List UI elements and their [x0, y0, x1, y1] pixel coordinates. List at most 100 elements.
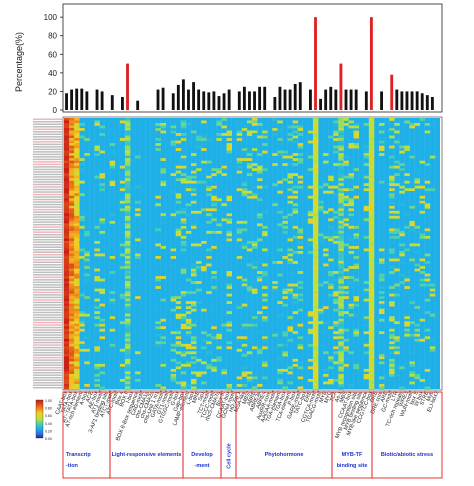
heatmap-cell	[74, 268, 80, 272]
heatmap-cell	[348, 208, 354, 212]
heatmap-cell	[99, 173, 105, 177]
heatmap-cell	[424, 298, 431, 302]
heatmap-cell	[323, 190, 329, 194]
colorbar-ticks: 1.000.800.600.400.200.00	[45, 399, 52, 441]
heatmap-cell	[69, 235, 75, 239]
heatmap-cell	[379, 353, 385, 357]
heatmap-cell	[389, 250, 395, 254]
heatmap-cell	[272, 153, 278, 156]
heatmap-cell	[368, 190, 375, 194]
row-label-mark	[33, 231, 62, 233]
heatmap-cell	[74, 361, 80, 365]
heatmap-cell	[170, 308, 177, 312]
heatmap-cell	[379, 291, 385, 294]
heatmap-cell	[394, 338, 400, 342]
heatmap-cell	[160, 215, 166, 219]
heatmap-cell	[333, 321, 339, 325]
heatmap-cell	[307, 328, 314, 332]
heatmap-cell	[409, 333, 415, 337]
heatmap-cell	[389, 293, 395, 297]
heatmap-cell	[180, 268, 187, 272]
heatmap-cell	[338, 256, 344, 259]
heatmap-cell	[312, 135, 319, 139]
heatmap-cell	[64, 301, 70, 304]
heatmap-cell	[333, 323, 339, 327]
heatmap-cell	[124, 118, 131, 121]
heatmap-cell	[69, 371, 75, 375]
heatmap-cell	[338, 165, 344, 169]
heatmap-cell	[124, 383, 131, 387]
heatmap-cell	[124, 326, 131, 330]
heatmap-cell	[124, 346, 131, 350]
heatmap-cell	[424, 123, 431, 126]
heatmap-cell	[170, 298, 177, 302]
heatmap-cell	[328, 326, 334, 330]
heatmap-cell	[318, 308, 324, 312]
heatmap-cell	[69, 358, 75, 362]
column-label: ACE	[85, 390, 95, 403]
heatmap-cell	[69, 288, 75, 292]
heatmap-cell	[312, 316, 319, 320]
heatmap-cell	[74, 363, 80, 367]
heatmap-cell	[323, 253, 329, 257]
heatmap-cell	[74, 298, 80, 302]
heatmap-cell	[292, 333, 299, 337]
heatmap-cell	[379, 258, 385, 262]
heatmap-cell	[338, 383, 344, 387]
heatmap-cell	[201, 180, 207, 184]
heatmap-cell	[64, 230, 70, 234]
heatmap-cell	[155, 138, 161, 141]
heatmap-cell	[282, 150, 288, 154]
heatmap-cell	[191, 361, 197, 365]
heatmap-cell	[191, 378, 197, 382]
bar-y-tick-label: 80	[48, 32, 57, 41]
heatmap-cell	[79, 225, 85, 229]
heatmap-cell	[64, 180, 70, 184]
heatmap-cell	[277, 128, 283, 131]
heatmap-cell	[74, 266, 80, 269]
heatmap-cell	[69, 363, 75, 367]
column-label: MBS	[339, 390, 349, 404]
heatmap-cell	[119, 348, 126, 352]
heatmap-cell	[257, 348, 263, 352]
heatmap-cell	[94, 316, 100, 320]
heatmap-cell	[79, 123, 85, 126]
heatmap-cell	[262, 318, 268, 322]
heatmap-cell	[99, 303, 105, 307]
heatmap-cell	[170, 203, 177, 207]
heatmap-cell	[312, 326, 319, 330]
heatmap-cell	[323, 183, 329, 187]
row-label-mark	[33, 188, 62, 191]
heatmap-cell	[368, 160, 375, 164]
row-label-mark	[33, 128, 62, 131]
heatmap-cell	[99, 220, 105, 224]
heatmap-cell	[404, 248, 410, 252]
heatmap-cell	[252, 316, 258, 320]
heatmap-cell	[69, 286, 75, 289]
heatmap-cell	[226, 321, 232, 325]
heatmap-cell	[211, 200, 217, 204]
heatmap-cell	[252, 185, 258, 189]
heatmap-cell	[338, 288, 344, 292]
heatmap-cell	[119, 363, 126, 367]
heatmap-cell	[338, 180, 344, 184]
heatmap-cell	[124, 140, 131, 144]
heatmap-cell	[124, 288, 131, 292]
heatmap-cell	[363, 235, 370, 239]
heatmap-cell	[185, 363, 192, 367]
heatmap-cell	[119, 293, 126, 297]
heatmap-cell	[389, 366, 395, 370]
row-label-mark	[33, 266, 62, 269]
heatmap-cell	[277, 180, 283, 184]
heatmap-cell	[368, 321, 375, 325]
heatmap-cell	[69, 346, 75, 350]
row-label-mark	[33, 341, 62, 344]
heatmap-cell	[297, 323, 304, 327]
heatmap-cell	[318, 311, 324, 315]
heatmap-cell	[69, 153, 75, 156]
heatmap-cell	[74, 123, 80, 126]
heatmap-cell	[246, 286, 253, 289]
heatmap-cell	[246, 163, 253, 166]
heatmap-cell	[226, 238, 232, 242]
heatmap-cell	[124, 188, 131, 192]
